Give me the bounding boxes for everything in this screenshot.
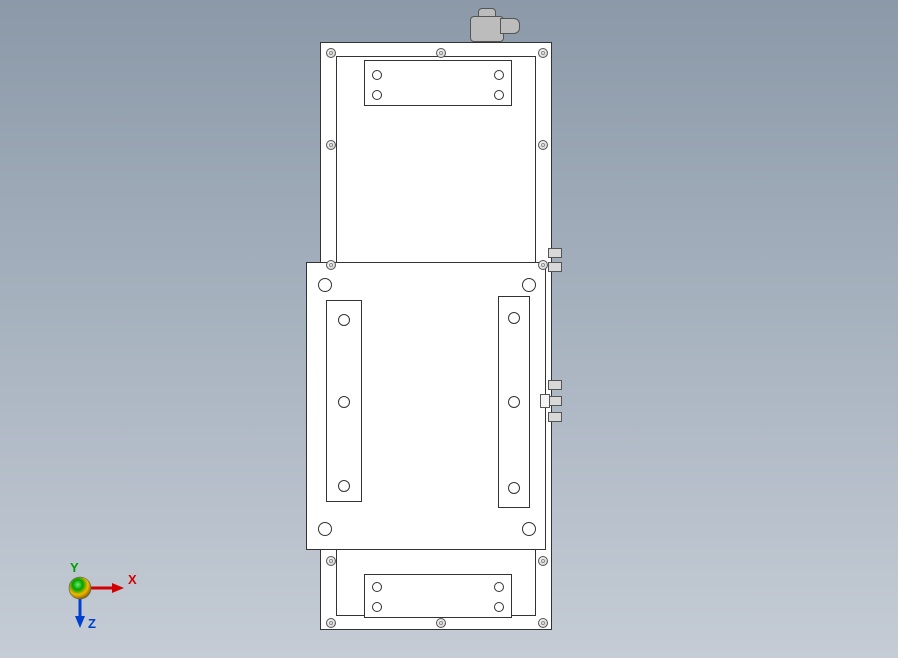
top-mounting-plate xyxy=(364,60,512,106)
frame-screw xyxy=(436,618,446,628)
top-plate-hole xyxy=(372,90,382,100)
frame-screw xyxy=(326,556,336,566)
frame-screw xyxy=(326,48,336,58)
coordinate-triad[interactable]: X Z Y xyxy=(60,528,160,628)
top-plate-hole xyxy=(494,70,504,80)
center-panel-corner-hole xyxy=(522,278,536,292)
center-panel-corner-hole xyxy=(318,522,332,536)
axis-label-z: Z xyxy=(88,616,96,631)
frame-screw xyxy=(538,48,548,58)
cad-viewport[interactable]: X Z Y xyxy=(0,0,898,658)
axis-label-x: X xyxy=(128,572,137,587)
center-panel-corner-hole xyxy=(318,278,332,292)
bottom-plate-hole xyxy=(372,582,382,592)
frame-screw xyxy=(326,260,336,270)
left-strap-hole xyxy=(338,396,350,408)
frame-screw xyxy=(538,618,548,628)
bottom-plate-hole xyxy=(372,602,382,612)
side-port xyxy=(548,396,562,406)
frame-screw xyxy=(538,260,548,270)
triad-origin-sphere[interactable] xyxy=(69,577,91,599)
pipe-fitting-body xyxy=(470,16,504,42)
top-plate-hole xyxy=(494,90,504,100)
right-recess-hole xyxy=(508,396,520,408)
top-plate-hole xyxy=(372,70,382,80)
frame-screw xyxy=(538,140,548,150)
frame-screw xyxy=(538,556,548,566)
left-strap-hole xyxy=(338,314,350,326)
center-panel-corner-hole xyxy=(522,522,536,536)
frame-screw xyxy=(326,140,336,150)
side-port xyxy=(548,248,562,258)
frame-screw xyxy=(436,48,446,58)
side-port xyxy=(548,262,562,272)
bottom-mounting-plate xyxy=(364,574,512,618)
right-recess-hole xyxy=(508,482,520,494)
side-port xyxy=(548,380,562,390)
axis-label-y: Y xyxy=(70,560,79,575)
frame-screw xyxy=(326,618,336,628)
pipe-fitting-elbow xyxy=(500,18,520,34)
side-port-block xyxy=(540,394,550,408)
bottom-plate-hole xyxy=(494,602,504,612)
right-recess-hole xyxy=(508,312,520,324)
side-port xyxy=(548,412,562,422)
left-strap-hole xyxy=(338,480,350,492)
bottom-plate-hole xyxy=(494,582,504,592)
